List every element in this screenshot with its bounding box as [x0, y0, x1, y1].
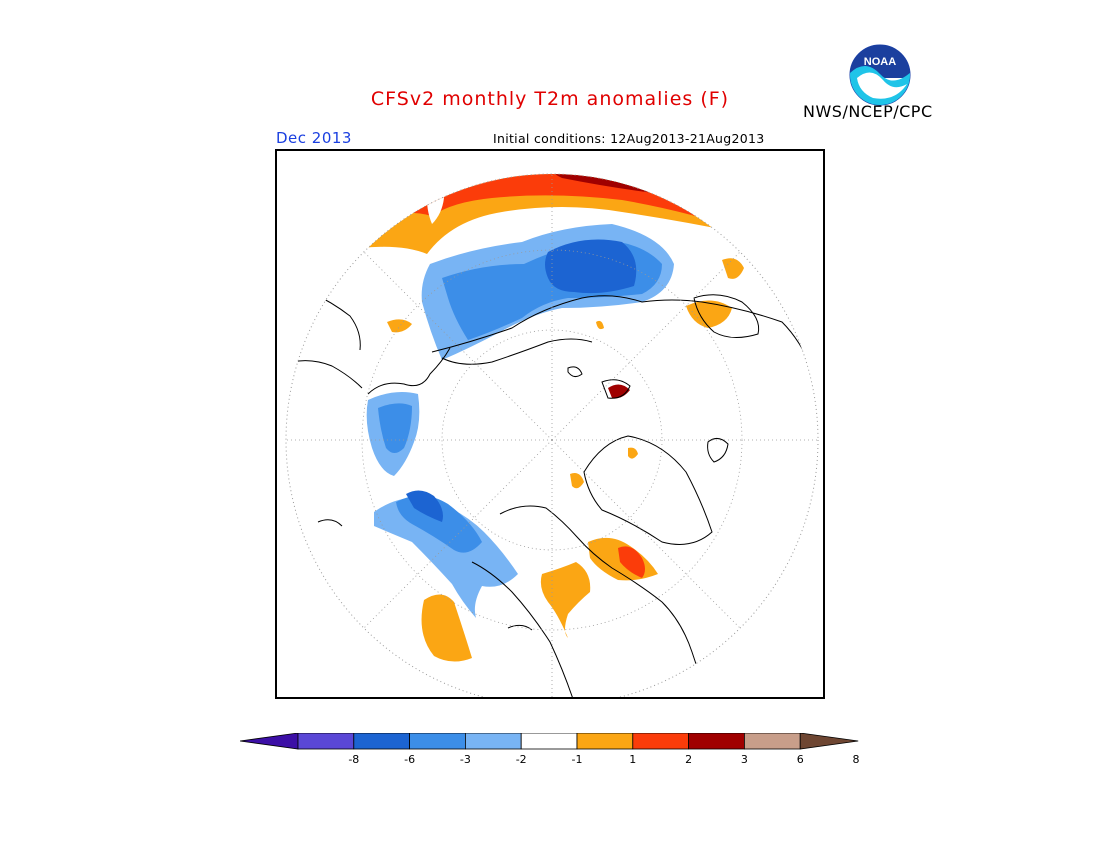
map-panel	[275, 149, 825, 699]
colorbar-swatch	[464, 733, 522, 750]
colorbar-tick-label: -3	[460, 753, 471, 766]
cold-anomaly-north-america	[374, 490, 518, 618]
colorbar-tick-label: 8	[853, 753, 860, 766]
colorbar-swatch	[576, 733, 634, 750]
colorbar-arrow-high	[799, 733, 859, 750]
colorbar-swatch	[743, 733, 801, 750]
colorbar-tick-label: 2	[685, 753, 692, 766]
colorbar-swatch	[520, 733, 578, 750]
coastlines	[291, 291, 815, 697]
colorbar-swatch	[297, 733, 355, 750]
colorbar-swatch	[688, 733, 745, 750]
colorbar-tick-label: 1	[629, 753, 636, 766]
initial-conditions: Initial conditions: 12Aug2013-21Aug2013	[493, 131, 765, 146]
colorbar-arrow-low	[240, 733, 299, 750]
colorbar-tick-label: 6	[797, 753, 804, 766]
colorbar-tick-label: -2	[516, 753, 527, 766]
colorbar-tick-label: -1	[572, 753, 583, 766]
cold-anomaly-eurasia	[366, 224, 674, 476]
map-boundary	[285, 173, 819, 697]
initial-conditions-value: 12Aug2013-21Aug2013	[610, 131, 765, 146]
polar-map	[285, 173, 819, 697]
agency-label: NWS/NCEP/CPC	[803, 102, 933, 121]
colorbar-swatch	[632, 733, 689, 750]
warm-anomaly-patches	[387, 300, 732, 662]
forecast-period: Dec 2013	[276, 129, 352, 147]
colorbar-tick-label: -6	[404, 753, 415, 766]
chart-title: CFSv2 monthly T2m anomalies (F)	[370, 88, 730, 110]
logo-lettering: NOAA	[864, 56, 896, 68]
colorbar-swatch	[409, 733, 466, 750]
colorbar-tick-label: 3	[741, 753, 748, 766]
colorbar-tick-label: -8	[348, 753, 359, 766]
initial-conditions-label: Initial conditions:	[493, 131, 606, 146]
graticule	[286, 174, 818, 697]
colorbar-legend: -8 -6 -3 -2 -1 1 2 3 6 8	[240, 733, 860, 766]
noaa-logo: NOAA	[849, 44, 911, 106]
colorbar-swatch	[353, 733, 411, 750]
